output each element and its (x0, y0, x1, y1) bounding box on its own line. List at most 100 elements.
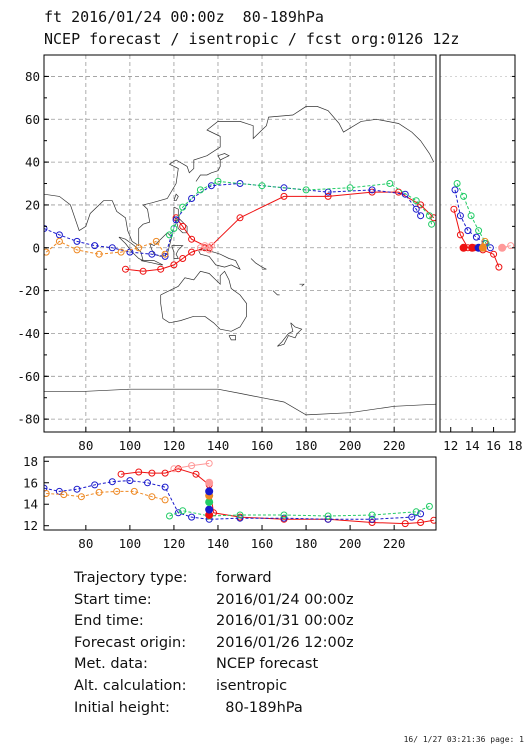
lon-trajectory-marker-pink (205, 459, 213, 467)
lon-x-tick-label: 200 (339, 536, 362, 551)
map-trajectory-marker-orange (95, 250, 103, 258)
coastline (277, 322, 303, 347)
map-trajectory-marker-red (139, 267, 147, 275)
map-trajectory-marker-red (157, 265, 165, 273)
map-trajectory-marker-green (196, 186, 204, 194)
lon-trajectory-marker-pink (188, 462, 196, 470)
map-trajectory-marker-green (386, 180, 394, 187)
lon-trajectory-marker-blue (188, 513, 196, 521)
lon-trajectory-marker-blue (126, 477, 134, 485)
lon-y-tick-label: 16 (23, 475, 38, 490)
lon-trajectory-marker-green (324, 512, 332, 520)
lon-trajectory-marker-green (412, 508, 420, 516)
lon-y-tick-label: 14 (23, 497, 38, 512)
map-trajectory-line-red (125, 247, 205, 272)
lat-trajectory-marker-blue (486, 244, 494, 252)
map-trajectory-marker-orange (73, 246, 81, 254)
info-value: forward (216, 570, 272, 586)
info-value: isentropic (216, 677, 288, 694)
lat-trajectory-marker-green (467, 212, 475, 220)
info-row-forecast-origin: Forecast origin: 2016/01/26 12:00z (74, 635, 354, 657)
lon-trajectory-marker-red (192, 470, 200, 478)
map-trajectory-marker-blue (280, 184, 288, 192)
lon-trajectory-marker-green (166, 512, 173, 520)
lat-trajectory-marker-green (475, 227, 483, 235)
lon-x-tick-label: 220 (383, 536, 406, 551)
map-trajectory-marker-orange (135, 244, 143, 252)
map-trajectory-marker-green (214, 177, 222, 185)
coastline (171, 245, 184, 259)
lon-trajectory-marker-red (135, 468, 143, 476)
lon-trajectory-marker-orange (44, 490, 50, 497)
map-trajectory-marker-red (188, 235, 196, 243)
map-trajectory-marker-orange (117, 248, 125, 256)
map-trajectory-marker-green (346, 184, 354, 192)
map-trajectory-line-orange (45, 240, 166, 255)
lon-trajectory-marker-orange (161, 496, 169, 504)
lon-x-tick-label: 160 (251, 536, 274, 551)
info-key: Forecast origin: (74, 634, 187, 651)
lon-panel-frame (43, 456, 437, 531)
lat-panel-frame (439, 54, 516, 433)
map-trajectory-marker-green (428, 220, 436, 228)
map-y-tick-label: 60 (25, 112, 40, 127)
map-trajectory-marker-blue (126, 248, 134, 256)
info-key: Alt. calculation: (74, 677, 187, 694)
info-key: Met. data: (74, 656, 148, 673)
info-row-end-time: End time: 2016/01/31 00:00z (74, 613, 354, 635)
map-trajectory-marker-red (324, 192, 332, 200)
coastline (44, 388, 436, 416)
map-trajectory-marker-blue (73, 237, 81, 245)
coastline (197, 249, 241, 270)
lon-trajectory-marker-blue (144, 479, 151, 487)
lat-trajectory-marker-red (450, 205, 458, 213)
map-trajectory-marker-blue (172, 216, 180, 224)
lat-x-tick-label: 16 (486, 438, 501, 453)
map-x-tick-label: 180 (295, 438, 318, 453)
map-trajectory-line-blue (44, 182, 422, 257)
map-y-tick-label: -80 (17, 412, 40, 427)
map-x-tick-label: 120 (163, 438, 186, 453)
map-trajectory-line-red (175, 191, 435, 249)
lon-trajectory-marker-red (161, 469, 169, 477)
start-point-marker (205, 498, 214, 507)
lon-trajectory-line-green (169, 505, 430, 517)
lon-y-tick-label: 12 (23, 518, 38, 533)
lat-x-tick-label: 18 (507, 438, 522, 453)
map-y-tick-label: -40 (17, 326, 40, 341)
map-trajectory-marker-blue (368, 186, 376, 194)
coastline (140, 260, 164, 266)
lon-trajectory-marker-blue (91, 481, 99, 489)
map-trajectory-marker-pink (201, 242, 209, 250)
chart-title-line-2: NCEP forecast / isentropic / fcst org:01… (44, 30, 460, 48)
info-key: Start time: (74, 591, 152, 608)
map-trajectory-marker-red (368, 188, 376, 196)
lon-trajectory-line-orange (46, 490, 166, 501)
map-trajectory-marker-green (258, 182, 266, 190)
map-trajectory-marker-red (417, 201, 425, 209)
lon-trajectory-marker-blue (174, 509, 182, 517)
lon-trajectory-marker-blue (108, 478, 116, 486)
lon-trajectory-marker-red (148, 469, 156, 477)
info-key: Initial height: (74, 699, 170, 716)
start-point-marker (205, 478, 214, 487)
lon-trajectory-marker-red (430, 516, 436, 524)
map-y-tick-label: -60 (17, 369, 40, 384)
lon-trajectory-marker-orange (60, 491, 68, 499)
lon-x-tick-label: 100 (119, 536, 142, 551)
lon-trajectory-marker-blue (417, 510, 425, 518)
info-value: 2016/01/31 00:00z (216, 613, 354, 630)
map-x-tick-label: 80 (78, 438, 93, 453)
map-y-tick-label: -20 (17, 283, 40, 298)
map-trajectory-marker-blue (188, 195, 196, 202)
map-y-tick-label: 80 (25, 69, 40, 84)
info-key: End time: (74, 613, 144, 630)
map-trajectory-marker-orange (152, 237, 160, 245)
info-value: NCEP forecast (216, 656, 319, 673)
coastline (173, 193, 179, 202)
lon-trajectory-marker-blue (44, 484, 48, 492)
info-row-met-data: Met. data: NCEP forecast (74, 656, 354, 678)
chart-title-line-1: ft 2016/01/24 00:00z 80-189hPa (44, 8, 324, 26)
lon-trajectory-marker-orange (148, 493, 156, 501)
